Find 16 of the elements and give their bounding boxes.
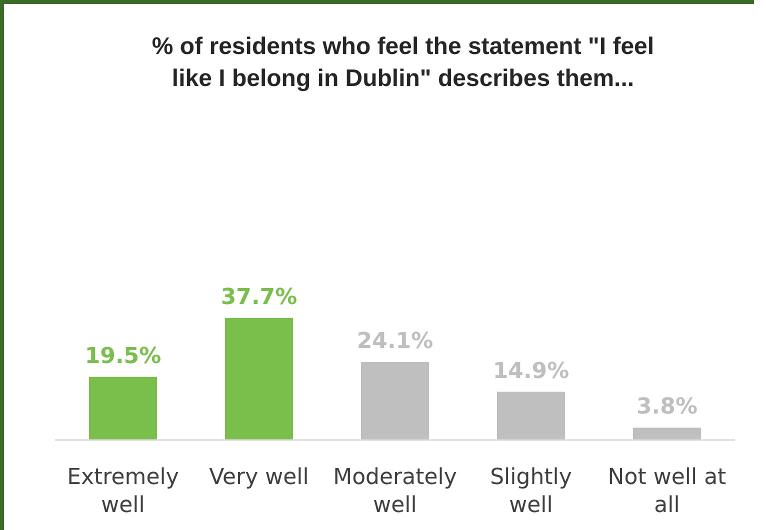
data-label: 14.9%	[492, 358, 570, 384]
data-label: 24.1%	[356, 329, 434, 354]
data-label: 37.7%	[220, 285, 298, 310]
data-label: 19.5%	[84, 344, 162, 369]
x-tick-label: Not well at all	[608, 465, 727, 518]
x-tick-label: Extremely well	[67, 465, 179, 518]
chart-title: % of residents who feel the statement "I feel like I belong in Dublin" describes them...	[152, 33, 654, 92]
x-tick-label: Moderately well	[333, 465, 457, 518]
x-tick-label: Very well	[209, 465, 309, 490]
x-tick-label: Slightly well	[490, 465, 572, 518]
bar	[497, 392, 565, 440]
data-label: 3.8%	[636, 394, 698, 420]
bar	[633, 428, 701, 440]
bar	[89, 376, 157, 440]
bar	[225, 318, 293, 440]
bar	[361, 362, 429, 440]
